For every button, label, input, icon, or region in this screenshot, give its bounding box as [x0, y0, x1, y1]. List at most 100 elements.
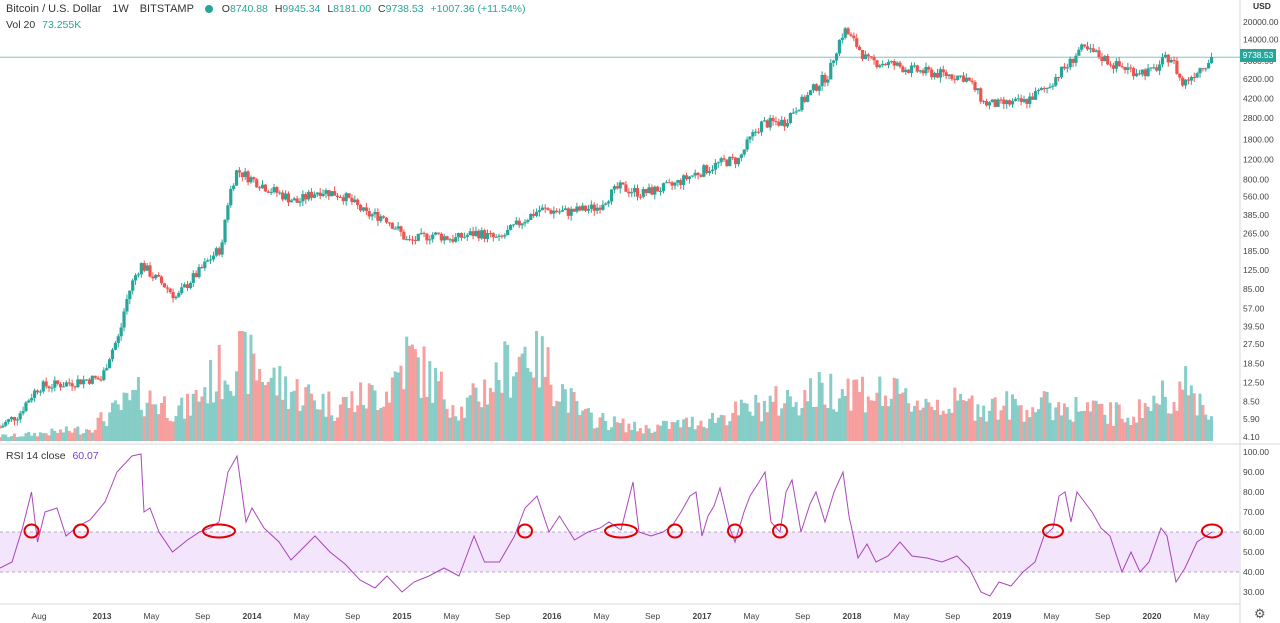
candle-body	[448, 239, 452, 241]
volume-bar	[734, 401, 738, 441]
candle-body	[993, 99, 997, 107]
volume-bar	[266, 381, 270, 441]
volume-bar	[863, 412, 867, 441]
candle-body	[1016, 98, 1020, 100]
candle-body	[783, 119, 787, 127]
volume-bar	[1039, 397, 1043, 441]
volume-bar	[641, 433, 645, 441]
volume-bar	[286, 408, 290, 441]
candle-body	[79, 379, 83, 385]
volume-bar	[24, 433, 28, 441]
volume-bar	[387, 402, 391, 441]
candle-body	[889, 61, 893, 63]
gear-icon[interactable]: ⚙	[1254, 606, 1266, 621]
volume-bar	[1016, 405, 1020, 441]
candle-body	[1080, 44, 1084, 50]
symbol-title[interactable]: Bitcoin / U.S. Dollar	[6, 3, 102, 15]
candle-body	[1, 425, 5, 428]
candle-body	[1028, 96, 1032, 104]
volume-bar	[1114, 402, 1118, 441]
volume-bar	[422, 346, 426, 441]
volume-bar	[760, 421, 764, 441]
symbol-legend: Bitcoin / U.S. Dollar 1W BITSTAMP O8740.…	[6, 3, 526, 15]
candle-body	[30, 397, 34, 401]
candle-body	[275, 187, 279, 193]
candle-body	[578, 206, 582, 211]
volume-bar	[506, 344, 510, 441]
volume-bar	[1161, 380, 1164, 441]
candle-body	[1181, 77, 1185, 86]
candle-body	[624, 184, 628, 192]
volume-bar	[537, 387, 541, 441]
volume-bar	[460, 406, 464, 441]
volume-bar	[128, 400, 132, 441]
candle-body	[451, 239, 455, 242]
candle-body	[350, 197, 354, 203]
volume-bar	[823, 404, 827, 441]
candle-body	[935, 73, 940, 78]
price-tick-label: 800.00	[1243, 174, 1269, 184]
volume-bar	[947, 408, 951, 441]
crossing-marker	[73, 523, 89, 539]
volume-bar	[1083, 410, 1087, 441]
rsi-tick-label: 60.00	[1243, 527, 1265, 537]
volume-bar	[396, 372, 400, 441]
volume-bar	[589, 412, 593, 441]
volume-legend[interactable]: Vol 20 73.255K	[6, 19, 81, 31]
candle-body	[439, 233, 443, 241]
candle-body	[428, 239, 432, 241]
candle-body	[128, 290, 132, 300]
time-tick-label: Aug	[31, 611, 46, 621]
candle-body	[226, 205, 230, 220]
candle-body	[387, 222, 392, 224]
candle-body	[258, 187, 262, 189]
volume-bar	[1025, 409, 1029, 441]
volume-bar	[56, 432, 60, 441]
volume-bar	[1120, 418, 1124, 441]
candle-body	[984, 101, 989, 106]
volume-bar	[826, 407, 830, 441]
time-tick-label: 2018	[843, 611, 862, 621]
crossing-marker	[202, 523, 236, 539]
rsi-tick-label: 90.00	[1243, 467, 1265, 477]
candle-body	[465, 235, 469, 237]
volume-bar	[111, 402, 114, 441]
volume-bar	[687, 426, 691, 441]
interval-label[interactable]: 1W	[112, 3, 129, 15]
candle-body	[1062, 66, 1067, 69]
price-tick-label: 4.10	[1243, 432, 1260, 442]
candle-body	[1209, 57, 1214, 64]
candle-body	[849, 34, 853, 36]
low-value: 8181.00	[333, 3, 372, 15]
rsi-axis: 100.00 90.00 80.00 70.00 60.00 50.00 40.00 30.0…	[1243, 447, 1269, 597]
candle-body	[122, 311, 126, 328]
candle-body	[826, 79, 830, 83]
volume-bar	[315, 409, 319, 441]
rsi-legend[interactable]: RSI 14 close 60.07	[6, 450, 99, 462]
candle-body	[904, 69, 908, 73]
candle-body	[832, 60, 836, 63]
candle-body	[621, 182, 625, 185]
candle-body	[364, 207, 368, 212]
candle-body	[292, 198, 296, 201]
candle-body	[996, 99, 1000, 107]
volume-bar	[235, 371, 239, 441]
candle-body	[416, 233, 420, 241]
volume-bar	[252, 353, 256, 441]
volume-bar	[416, 357, 420, 441]
candle-body	[174, 296, 178, 299]
candle-body	[358, 204, 363, 211]
candle-body	[811, 84, 816, 91]
candle-body	[1065, 67, 1069, 69]
volume-bar	[330, 415, 334, 441]
candle-body	[829, 62, 833, 80]
change-value: +1007.36 (+11.54%)	[430, 3, 526, 15]
volume-bar	[661, 420, 665, 441]
candle-body	[1025, 99, 1029, 104]
volume-bar	[298, 410, 302, 441]
volume-bar	[1163, 396, 1167, 441]
candle-body	[58, 383, 63, 388]
volume-bar	[1123, 422, 1127, 441]
candle-body	[382, 216, 386, 218]
